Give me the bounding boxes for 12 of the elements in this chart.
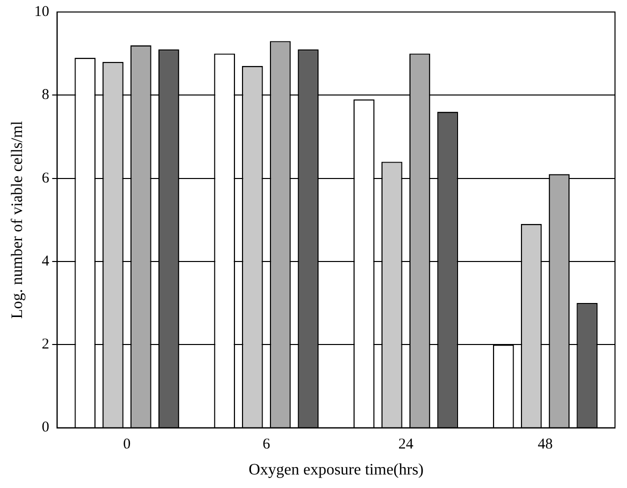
x-tick-label: 0	[123, 436, 131, 453]
x-tick-label: 6	[262, 436, 271, 453]
y-tick-label: 10	[34, 4, 50, 20]
y-axis-title: Log. number of viable cells/ml	[8, 120, 26, 319]
x-tick-label: 48	[538, 436, 553, 453]
y-tick-label: 4	[42, 253, 50, 270]
y-tick-label: 2	[42, 336, 50, 353]
x-tick-label: 24	[398, 436, 414, 453]
y-tick-label: 0	[42, 420, 50, 436]
x-axis-title: Oxygen exposure time(hrs)	[248, 462, 424, 479]
y-tick-label: 8	[42, 87, 50, 104]
y-tick-label: 6	[42, 170, 50, 186]
